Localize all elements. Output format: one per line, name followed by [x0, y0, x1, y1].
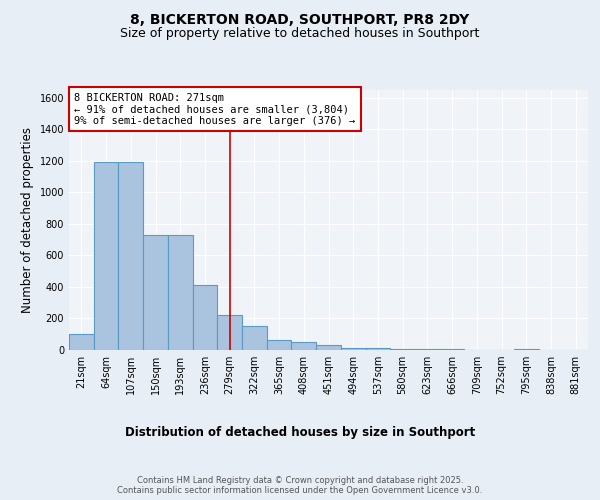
- Bar: [292, 342, 316, 350]
- Bar: [94, 162, 118, 350]
- Bar: [69, 334, 94, 350]
- Bar: [415, 349, 440, 350]
- Text: 8, BICKERTON ROAD, SOUTHPORT, PR8 2DY: 8, BICKERTON ROAD, SOUTHPORT, PR8 2DY: [130, 12, 470, 26]
- Bar: [217, 314, 242, 350]
- Bar: [242, 326, 267, 350]
- Bar: [143, 235, 168, 350]
- Bar: [193, 286, 217, 350]
- Bar: [514, 349, 539, 350]
- Bar: [267, 340, 292, 350]
- Text: Size of property relative to detached houses in Southport: Size of property relative to detached ho…: [121, 28, 479, 40]
- Text: Distribution of detached houses by size in Southport: Distribution of detached houses by size …: [125, 426, 475, 439]
- Bar: [440, 349, 464, 350]
- Bar: [168, 235, 193, 350]
- Text: Contains HM Land Registry data © Crown copyright and database right 2025.
Contai: Contains HM Land Registry data © Crown c…: [118, 476, 482, 495]
- Bar: [316, 346, 341, 350]
- Bar: [341, 348, 365, 350]
- Bar: [365, 348, 390, 350]
- Text: 8 BICKERTON ROAD: 271sqm
← 91% of detached houses are smaller (3,804)
9% of semi: 8 BICKERTON ROAD: 271sqm ← 91% of detach…: [74, 92, 355, 126]
- Bar: [118, 162, 143, 350]
- Bar: [390, 348, 415, 350]
- Y-axis label: Number of detached properties: Number of detached properties: [21, 127, 34, 313]
